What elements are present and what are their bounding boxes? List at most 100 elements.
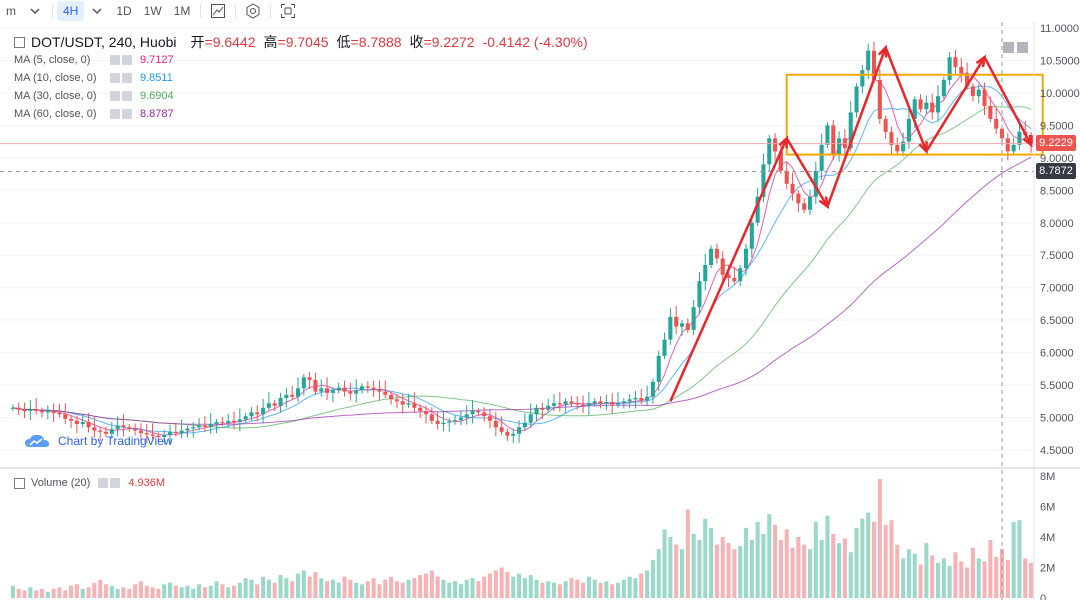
candle-body: [220, 422, 225, 424]
candle-body: [773, 138, 778, 152]
volume-bar: [80, 588, 85, 598]
candle-body: [930, 102, 935, 113]
chart-grid: [0, 22, 1080, 600]
candle-body: [313, 379, 318, 392]
volume-bar: [325, 581, 330, 598]
volume-legend[interactable]: Volume (20) 4.936M: [14, 477, 165, 489]
volume-bar: [714, 544, 719, 598]
volume-bar: [453, 581, 458, 598]
interval-1w-button[interactable]: 1W: [143, 4, 162, 18]
volume-bar: [709, 527, 714, 598]
collapse-icon[interactable]: [14, 477, 25, 489]
volume-bar: [162, 584, 167, 598]
volume-bar: [726, 543, 731, 598]
ma-value: 8.8787: [140, 108, 174, 120]
volume-bar: [10, 585, 15, 598]
candle-body: [115, 425, 120, 430]
volume-bar: [51, 588, 56, 598]
volume-bar: [319, 578, 324, 598]
close-icon[interactable]: [122, 91, 132, 101]
candle-body: [540, 407, 545, 410]
ma-legend-row[interactable]: MA (5, close, 0) 9.7127: [14, 51, 596, 69]
candle-body: [581, 404, 586, 406]
settings-icon[interactable]: [110, 109, 120, 119]
screenshot-icon[interactable]: [280, 3, 296, 19]
volume-bar: [784, 529, 789, 598]
candle-body: [592, 401, 597, 404]
volume-bar: [290, 581, 295, 598]
volume-bar: [1011, 521, 1016, 598]
volume-bar: [749, 540, 754, 598]
close-icon[interactable]: [122, 55, 132, 65]
close-icon[interactable]: [122, 73, 132, 83]
candle-body: [557, 403, 562, 405]
tradingview-watermark[interactable]: Chart by TradingView: [24, 433, 173, 449]
candle-body: [214, 422, 219, 425]
candle-body: [889, 131, 894, 145]
volume-bar: [57, 587, 62, 598]
volume-bar: [231, 585, 237, 598]
candle-body: [34, 409, 39, 412]
volume-bar: [668, 537, 673, 598]
y-tick-label: 4.5000: [1040, 445, 1074, 457]
candle-body: [202, 425, 207, 427]
volume-bar: [528, 575, 533, 598]
close-icon[interactable]: [122, 109, 132, 119]
interval-menu[interactable]: m: [6, 4, 16, 18]
candle-body: [1017, 131, 1022, 145]
volume-bar: [627, 576, 632, 598]
ma-legend-row[interactable]: MA (30, close, 0) 9.6904: [14, 87, 596, 105]
candle-body: [191, 427, 196, 429]
collapse-icon[interactable]: [14, 36, 25, 48]
candle-body: [650, 381, 655, 397]
volume-bar: [272, 582, 277, 598]
chevron-down-icon[interactable]: [27, 3, 43, 19]
chart-type-icon[interactable]: [210, 3, 226, 19]
settings-icon[interactable]: [110, 73, 120, 83]
ma-legend-row[interactable]: MA (10, close, 0) 9.8511: [14, 69, 596, 87]
volume-bar: [656, 549, 661, 598]
close-icon[interactable]: [110, 478, 121, 488]
pane-down-icon[interactable]: [1017, 42, 1028, 53]
candlestick-chart[interactable]: 11.0000 10.5000 10.0000 9.5000 9.0000 8.5000 8…: [0, 22, 1080, 600]
candle-body: [604, 401, 609, 404]
volume-bar: [517, 573, 522, 598]
interval-1m-button[interactable]: 1M: [173, 4, 191, 18]
change-value: -0.4142 (-4.30%): [482, 34, 588, 50]
candle-body: [208, 424, 213, 427]
candle-body: [575, 403, 580, 405]
settings-icon[interactable]: [98, 478, 109, 488]
volume-value: 4.936M: [128, 477, 166, 489]
volume-bar: [383, 579, 388, 598]
volume-bar: [813, 521, 818, 598]
settings-icon[interactable]: [110, 55, 120, 65]
volume-bar: [313, 572, 318, 598]
indicators-icon[interactable]: [245, 3, 261, 19]
volume-bar: [173, 585, 178, 598]
candle-body: [784, 170, 789, 184]
volume-bar: [220, 584, 225, 598]
volume-bar: [534, 579, 539, 598]
y-tick-label: 6.0000: [1040, 348, 1074, 360]
candle-body: [633, 398, 638, 400]
candle-body: [569, 401, 574, 404]
settings-icon[interactable]: [110, 91, 120, 101]
volume-bar: [662, 529, 667, 598]
interval-4h-button[interactable]: 4H: [57, 1, 85, 21]
volume-bar: [586, 576, 591, 598]
candle-body: [534, 407, 539, 415]
candle-body: [231, 420, 237, 423]
interval-1d-button[interactable]: 1D: [116, 4, 132, 18]
candle-body: [761, 164, 766, 197]
symbol-label[interactable]: DOT/USDT, 240, Huobi: [31, 34, 177, 50]
candle-body: [394, 399, 399, 402]
trend-arrow: [669, 137, 788, 402]
y-tick-label: 9.0000: [1040, 153, 1074, 165]
volume-bar: [441, 579, 446, 598]
pane-up-icon[interactable]: [1003, 42, 1014, 53]
candle-body: [464, 414, 469, 418]
ma-legend-row[interactable]: MA (60, close, 0) 8.8787: [14, 105, 596, 123]
candle-body: [615, 403, 621, 405]
chevron-down-icon[interactable]: [89, 3, 105, 19]
volume-bar: [92, 582, 97, 598]
